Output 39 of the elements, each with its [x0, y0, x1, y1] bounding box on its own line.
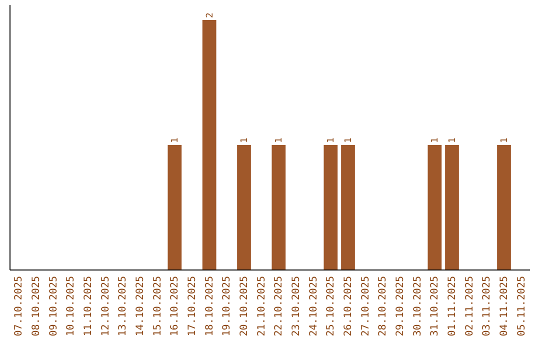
x-tick-label: 21.10.2025: [256, 276, 268, 336]
x-tick-label: 10.10.2025: [66, 276, 77, 336]
x-tick-label: 15.10.2025: [152, 276, 164, 336]
x-tick-label: 02.11.2025: [464, 276, 476, 336]
x-tick-label: 31.10.2025: [430, 276, 441, 336]
x-tick-label: 30.10.2025: [412, 276, 424, 336]
x-tick-label: 27.10.2025: [360, 276, 372, 336]
data-label: 1: [430, 138, 441, 143]
x-tick-label: 07.10.2025: [14, 276, 25, 336]
data-label: 1: [326, 138, 337, 143]
data-label: 1: [500, 138, 510, 143]
x-tick-label: 11.10.2025: [83, 276, 94, 336]
data-label: 1: [448, 138, 458, 143]
x-tick-label: 23.10.2025: [291, 276, 302, 336]
x-tick-label: 08.10.2025: [31, 276, 42, 336]
x-tick-label: 29.10.2025: [395, 276, 406, 336]
x-tick-label: 03.11.2025: [482, 276, 493, 336]
data-label: 2: [205, 12, 216, 18]
data-label: 1: [170, 138, 181, 143]
x-tick-label: 18.10.2025: [204, 276, 216, 336]
x-tick-label: 28.10.2025: [378, 276, 389, 336]
x-tick-label: 05.11.2025: [516, 276, 528, 336]
x-tick-label: 09.10.2025: [48, 276, 60, 336]
data-label: 1: [274, 138, 285, 143]
x-tick-label: 12.10.2025: [100, 276, 112, 336]
x-tick-label: 19.10.2025: [222, 276, 233, 336]
x-tick-label: 20.10.2025: [239, 276, 250, 336]
x-tick-label: 17.10.2025: [187, 276, 198, 336]
x-tick-label: 04.11.2025: [499, 276, 510, 336]
x-tick-label: 16.10.2025: [170, 276, 181, 336]
x-tick-label: 24.10.2025: [308, 276, 320, 336]
x-tick-label: 01.11.2025: [447, 276, 458, 336]
data-label: 1: [344, 138, 354, 143]
x-tick-label: 14.10.2025: [135, 276, 146, 336]
x-tick-label: 26.10.2025: [343, 276, 354, 336]
data-label: 1: [240, 138, 250, 143]
x-tick-label: 25.10.2025: [326, 276, 337, 336]
x-tick-label: 22.10.2025: [274, 276, 285, 336]
x-tick-label: 13.10.2025: [118, 276, 129, 336]
